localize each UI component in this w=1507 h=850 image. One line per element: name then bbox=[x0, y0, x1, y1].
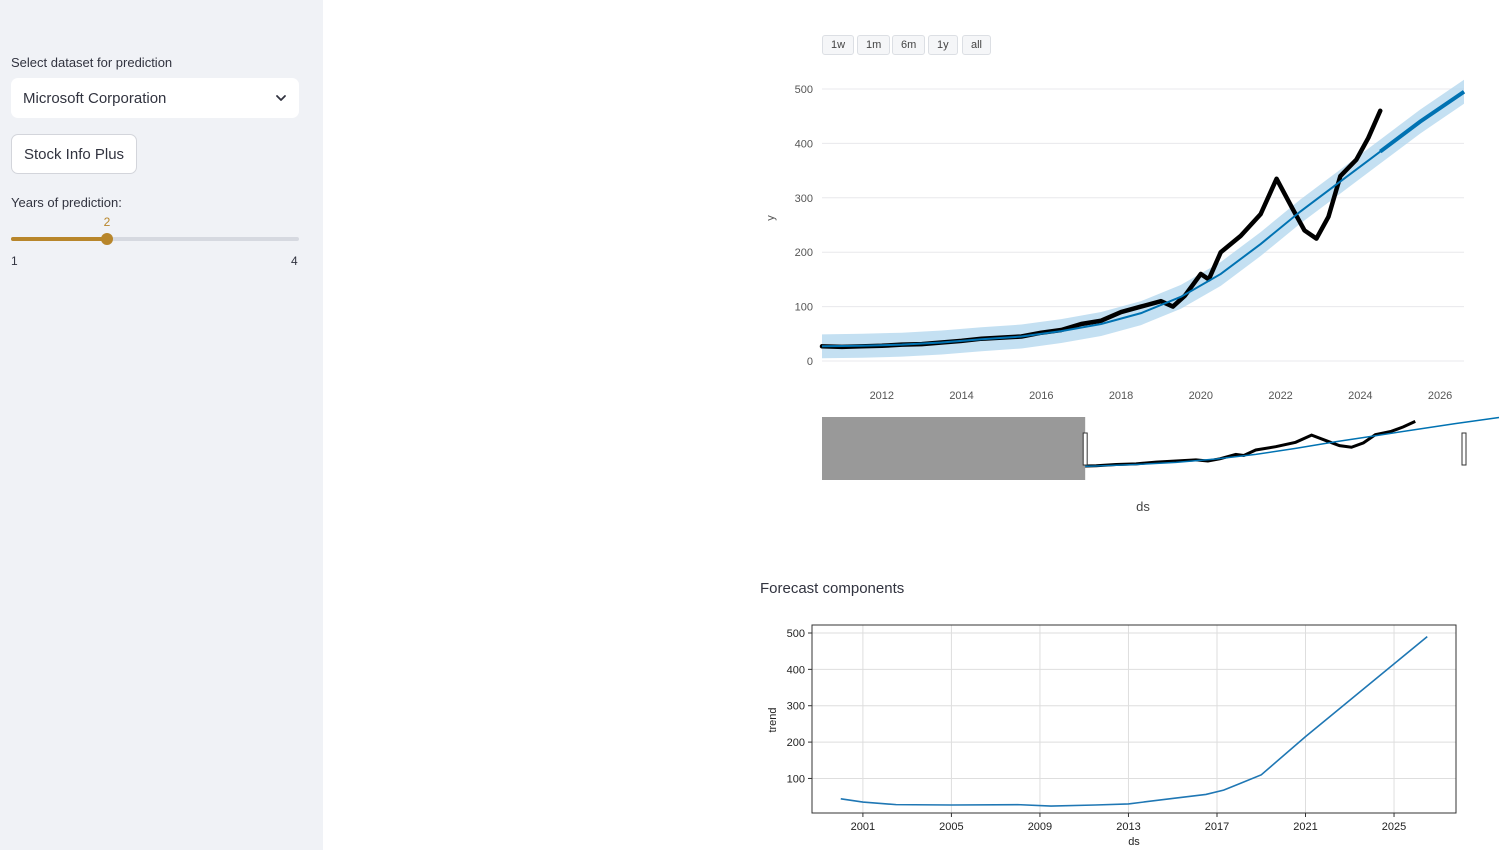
forecast-grid bbox=[822, 88, 1464, 362]
dataset-select[interactable]: Microsoft Corporation bbox=[11, 78, 299, 118]
forecast-x-tick-label: 2012 bbox=[870, 390, 894, 402]
forecast-tick-labels: 0 100 200 300 400 500 2012 2014 2016 2018 2020 2022… bbox=[795, 84, 1453, 402]
slider-fill bbox=[11, 237, 107, 241]
forecast-x-tick-label: 2024 bbox=[1348, 390, 1372, 402]
forecast-y-axis-label: y bbox=[765, 215, 777, 221]
slider-label: Years of prediction: bbox=[11, 195, 122, 210]
forecast-chart[interactable]: 0 100 200 300 400 500 2012 2014 2016 2018 2020 2022… bbox=[0, 0, 1507, 530]
dataset-select-label: Select dataset for prediction bbox=[11, 55, 173, 70]
forecast-x-tick-label: 2022 bbox=[1268, 390, 1292, 402]
trend-series-line bbox=[840, 636, 1428, 807]
forecast-x-tick-label: 2020 bbox=[1189, 390, 1213, 402]
components-x-tick-label: 2025 bbox=[1382, 821, 1406, 833]
forecast-future-line bbox=[1379, 90, 1466, 154]
slider-thumb[interactable] bbox=[101, 233, 113, 245]
sidebar: Select dataset for prediction Microsoft … bbox=[0, 0, 323, 850]
slider-max: 4 bbox=[291, 254, 298, 268]
forecast-x-axis-label: ds bbox=[1136, 499, 1150, 514]
components-x-tick-label: 2017 bbox=[1205, 821, 1229, 833]
components-x-tick-label: 2013 bbox=[1116, 821, 1140, 833]
navigator-unselected-mask bbox=[822, 417, 1086, 480]
components-y-axis-label: trend bbox=[767, 707, 779, 732]
navigator-right-handle[interactable] bbox=[1461, 432, 1467, 466]
components-y-tick-label: 300 bbox=[787, 701, 805, 713]
chevron-down-icon bbox=[276, 95, 286, 101]
components-x-tick-label: 2001 bbox=[851, 821, 875, 833]
forecast-y-tick-label: 500 bbox=[795, 84, 813, 96]
dataset-select-value: Microsoft Corporation bbox=[23, 89, 167, 107]
forecast-y-tick-label: 0 bbox=[807, 356, 813, 368]
uncertainty-band bbox=[822, 79, 1464, 359]
forecast-series-line bbox=[821, 90, 1465, 348]
components-tick-labels: 100 200 300 400 500 2001 2005 2009 2013 2017 2021 2… bbox=[787, 628, 1407, 833]
components-y-tick-label: 400 bbox=[787, 664, 805, 676]
components-x-axis-label: ds bbox=[1128, 836, 1140, 848]
actual-series-line bbox=[819, 108, 1383, 350]
components-x-tick-label: 2009 bbox=[1028, 821, 1052, 833]
forecast-x-tick-label: 2014 bbox=[949, 390, 973, 402]
range-button-1y[interactable]: 1y bbox=[928, 35, 958, 55]
range-button-1w[interactable]: 1w bbox=[822, 35, 855, 55]
forecast-y-tick-label: 400 bbox=[795, 138, 813, 150]
slider-value: 2 bbox=[103, 215, 111, 229]
stock-info-plus-button[interactable]: Stock Info Plus bbox=[11, 134, 138, 174]
years-slider[interactable] bbox=[11, 233, 299, 245]
forecast-y-tick-label: 300 bbox=[795, 193, 813, 205]
components-y-tick-label: 100 bbox=[787, 773, 805, 785]
components-y-tick-label: 200 bbox=[787, 737, 805, 749]
forecast-components-title: Forecast components bbox=[760, 580, 905, 597]
forecast-x-tick-label: 2018 bbox=[1109, 390, 1133, 402]
range-slider-navigator[interactable] bbox=[822, 416, 1500, 480]
forecast-lines bbox=[819, 90, 1466, 350]
forecast-x-tick-label: 2016 bbox=[1029, 390, 1053, 402]
forecast-x-tick-label: 2026 bbox=[1428, 390, 1452, 402]
forecast-y-tick-label: 200 bbox=[795, 247, 813, 259]
range-button-1m[interactable]: 1m bbox=[857, 35, 891, 55]
components-x-tick-label: 2005 bbox=[939, 821, 963, 833]
range-button-all[interactable]: all bbox=[962, 35, 992, 55]
components-lines bbox=[840, 636, 1428, 807]
components-frame bbox=[811, 624, 1457, 814]
forecast-uncertainty-band bbox=[822, 79, 1464, 359]
range-button-6m[interactable]: 6m bbox=[892, 35, 926, 55]
slider-min: 1 bbox=[11, 254, 18, 268]
components-x-tick-label: 2021 bbox=[1293, 821, 1317, 833]
navigator-left-handle[interactable] bbox=[1082, 432, 1088, 466]
forecast-y-tick-label: 100 bbox=[795, 302, 813, 314]
components-y-tick-label: 500 bbox=[787, 628, 805, 640]
components-grid bbox=[808, 625, 1456, 817]
